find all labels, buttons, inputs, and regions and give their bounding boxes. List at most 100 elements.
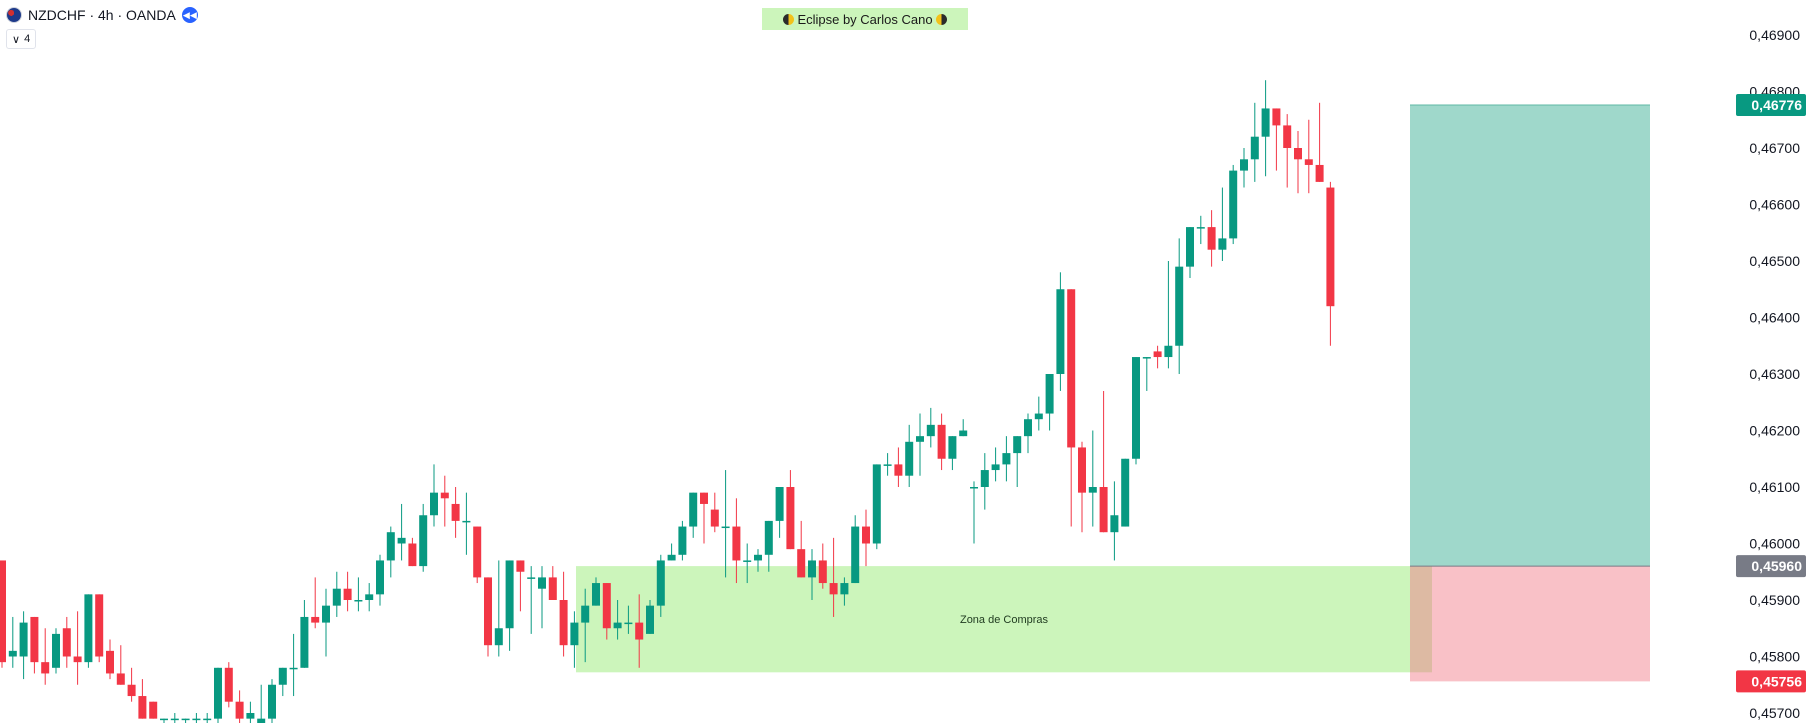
candle[interactable]: [268, 684, 276, 719]
candle[interactable]: [322, 605, 330, 623]
candle[interactable]: [1110, 515, 1119, 533]
candle[interactable]: [1207, 227, 1216, 250]
candle[interactable]: [581, 605, 590, 623]
candle[interactable]: [1056, 289, 1065, 374]
candle[interactable]: [689, 492, 698, 527]
candle[interactable]: [926, 424, 935, 437]
candle[interactable]: [484, 577, 492, 646]
candle[interactable]: [181, 718, 190, 721]
symbol-header[interactable]: NZDCHF · 4h · OANDA ◀◀: [6, 4, 198, 26]
replay-icon[interactable]: ◀◀: [181, 7, 198, 23]
candle[interactable]: [462, 520, 471, 523]
candle[interactable]: [214, 667, 222, 719]
candle[interactable]: [1304, 159, 1313, 165]
candle[interactable]: [613, 622, 622, 629]
candle[interactable]: [527, 577, 536, 579]
buy-zone[interactable]: [576, 566, 1432, 673]
candle[interactable]: [1326, 187, 1335, 307]
candle[interactable]: [19, 622, 28, 657]
candle[interactable]: [1078, 447, 1086, 493]
candle[interactable]: [408, 543, 417, 567]
candle[interactable]: [743, 560, 752, 562]
candle[interactable]: [397, 537, 406, 544]
candle[interactable]: [127, 684, 136, 697]
candle[interactable]: [1099, 487, 1108, 533]
candle[interactable]: [8, 650, 17, 657]
candle[interactable]: [1240, 159, 1248, 171]
candle[interactable]: [1218, 238, 1227, 250]
candle[interactable]: [1196, 227, 1205, 229]
candle[interactable]: [0, 560, 6, 663]
candle[interactable]: [149, 701, 158, 719]
candle[interactable]: [883, 464, 892, 466]
candle[interactable]: [494, 628, 503, 646]
candle[interactable]: [808, 560, 816, 578]
candle[interactable]: [538, 577, 546, 589]
candle[interactable]: [980, 470, 989, 487]
candle[interactable]: [73, 656, 82, 663]
candle[interactable]: [116, 673, 125, 685]
candle[interactable]: [1153, 351, 1162, 358]
candle[interactable]: [246, 713, 255, 719]
candle[interactable]: [440, 492, 449, 499]
candle[interactable]: [170, 718, 179, 721]
candle[interactable]: [376, 560, 384, 595]
candle[interactable]: [764, 520, 773, 555]
candle[interactable]: [235, 701, 244, 719]
candle[interactable]: [203, 718, 212, 721]
candle[interactable]: [62, 628, 71, 657]
candle[interactable]: [635, 622, 644, 640]
candle[interactable]: [937, 424, 946, 459]
candle[interactable]: [786, 487, 795, 550]
candle[interactable]: [30, 616, 39, 663]
candle[interactable]: [916, 436, 924, 442]
candle[interactable]: [95, 594, 104, 657]
candle[interactable]: [430, 492, 438, 516]
candle[interactable]: [1272, 108, 1281, 126]
candle[interactable]: [516, 560, 525, 572]
candle[interactable]: [278, 667, 287, 685]
candle[interactable]: [1045, 374, 1054, 414]
candle[interactable]: [224, 667, 233, 702]
candle[interactable]: [710, 509, 719, 527]
candle[interactable]: [1132, 357, 1140, 459]
candle[interactable]: [862, 526, 870, 544]
candle[interactable]: [905, 441, 914, 476]
candle[interactable]: [41, 662, 50, 674]
candle[interactable]: [1229, 170, 1238, 239]
candle[interactable]: [851, 526, 860, 584]
candle[interactable]: [1002, 453, 1011, 465]
candle[interactable]: [84, 594, 93, 663]
candle[interactable]: [106, 650, 114, 674]
candle[interactable]: [592, 583, 600, 606]
candle[interactable]: [386, 532, 395, 561]
candle[interactable]: [257, 718, 266, 723]
candle[interactable]: [721, 526, 730, 529]
candle[interactable]: [332, 588, 341, 606]
candle[interactable]: [289, 667, 298, 670]
candle[interactable]: [656, 560, 665, 606]
stop-area[interactable]: [1410, 566, 1650, 682]
candle[interactable]: [700, 492, 708, 504]
candle[interactable]: [829, 583, 838, 595]
candle[interactable]: [52, 633, 60, 668]
indicators-collapse-button[interactable]: ∨ 4: [6, 29, 37, 49]
candle[interactable]: [1088, 487, 1097, 493]
candle[interactable]: [1283, 125, 1292, 148]
candle[interactable]: [754, 554, 762, 561]
candle[interactable]: [473, 526, 482, 578]
candle[interactable]: [732, 526, 741, 561]
candle[interactable]: [1164, 345, 1173, 358]
candle[interactable]: [354, 600, 363, 602]
candle[interactable]: [948, 436, 957, 459]
candle[interactable]: [192, 718, 201, 721]
candle[interactable]: [300, 616, 309, 668]
candle[interactable]: [343, 588, 352, 600]
candle[interactable]: [894, 464, 903, 476]
candle[interactable]: [602, 583, 611, 629]
candle[interactable]: [872, 464, 881, 544]
candle[interactable]: [840, 583, 849, 595]
candle[interactable]: [797, 549, 806, 578]
candle[interactable]: [775, 487, 784, 521]
